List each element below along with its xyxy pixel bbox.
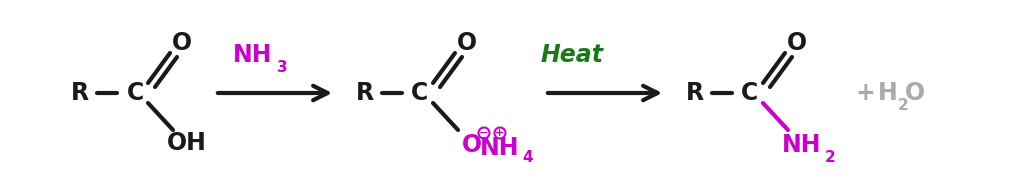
Text: C: C — [412, 81, 429, 105]
Text: O: O — [786, 31, 807, 55]
Text: NH: NH — [233, 43, 272, 67]
Text: +: + — [496, 128, 505, 138]
Text: 2: 2 — [824, 150, 836, 164]
Text: Heat: Heat — [541, 43, 603, 67]
Text: R: R — [686, 81, 705, 105]
Text: C: C — [741, 81, 759, 105]
Text: 4: 4 — [522, 151, 534, 165]
Text: +: + — [855, 81, 874, 105]
Text: 3: 3 — [276, 60, 288, 74]
Text: NH: NH — [480, 136, 520, 160]
Text: 2: 2 — [898, 97, 908, 112]
Text: −: − — [479, 128, 488, 138]
Text: C: C — [126, 81, 143, 105]
Text: NH: NH — [782, 133, 821, 157]
Text: H: H — [879, 81, 898, 105]
Text: O: O — [457, 31, 477, 55]
Text: O: O — [462, 133, 482, 157]
Text: R: R — [356, 81, 374, 105]
Text: O: O — [905, 81, 925, 105]
Text: OH: OH — [167, 131, 207, 155]
Text: O: O — [172, 31, 193, 55]
Text: R: R — [71, 81, 89, 105]
